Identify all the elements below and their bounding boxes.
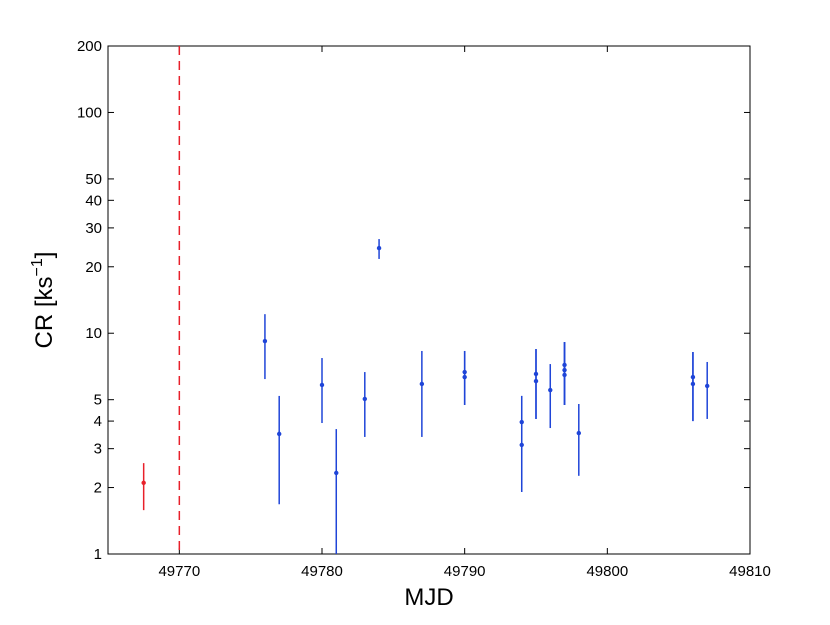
- y-tick-label: 3: [94, 441, 102, 458]
- data-point: [419, 381, 425, 387]
- data-point: [362, 396, 367, 402]
- y-tick-label: 30: [85, 220, 102, 237]
- data-point: [562, 372, 567, 378]
- data-point: [519, 442, 524, 448]
- data-point: [334, 470, 339, 476]
- y-tick-label: 5: [94, 392, 102, 409]
- x-tick-label: 49810: [729, 563, 771, 580]
- x-tick-label: 49780: [301, 563, 343, 580]
- data-point: [576, 430, 581, 436]
- x-tick-label: 49800: [586, 563, 628, 580]
- y-tick-label: 10: [85, 325, 102, 342]
- x-tick-label: 49770: [158, 563, 200, 580]
- y-tick-label: 40: [85, 192, 102, 209]
- y-tick-label: 2: [94, 480, 102, 497]
- data-point: [533, 378, 539, 384]
- y-label-sup: −1: [29, 258, 46, 276]
- data-point: [141, 480, 146, 486]
- x-axis-label: MJD: [404, 584, 453, 611]
- y-tick-label: 200: [77, 38, 102, 55]
- y-tick-label: 20: [85, 259, 102, 276]
- data-point: [705, 383, 710, 389]
- data-point: [277, 431, 282, 437]
- y-axis-label: CR [ks−1]: [29, 252, 58, 349]
- data-point: [690, 381, 696, 387]
- data-point: [262, 338, 268, 344]
- y-tick-label: 50: [85, 171, 102, 188]
- y-tick-label: 100: [77, 104, 102, 121]
- data-point: [462, 374, 467, 380]
- x-tick-label: 49790: [444, 563, 486, 580]
- plot-frame: [107, 45, 751, 555]
- y-label-end: ]: [31, 252, 58, 259]
- data-point: [319, 382, 325, 388]
- y-label-main: CR [ks: [31, 276, 58, 348]
- data-point: [548, 387, 553, 393]
- y-tick-label: 1: [94, 546, 102, 563]
- data-point: [376, 245, 382, 251]
- y-tick-label: 4: [94, 413, 102, 430]
